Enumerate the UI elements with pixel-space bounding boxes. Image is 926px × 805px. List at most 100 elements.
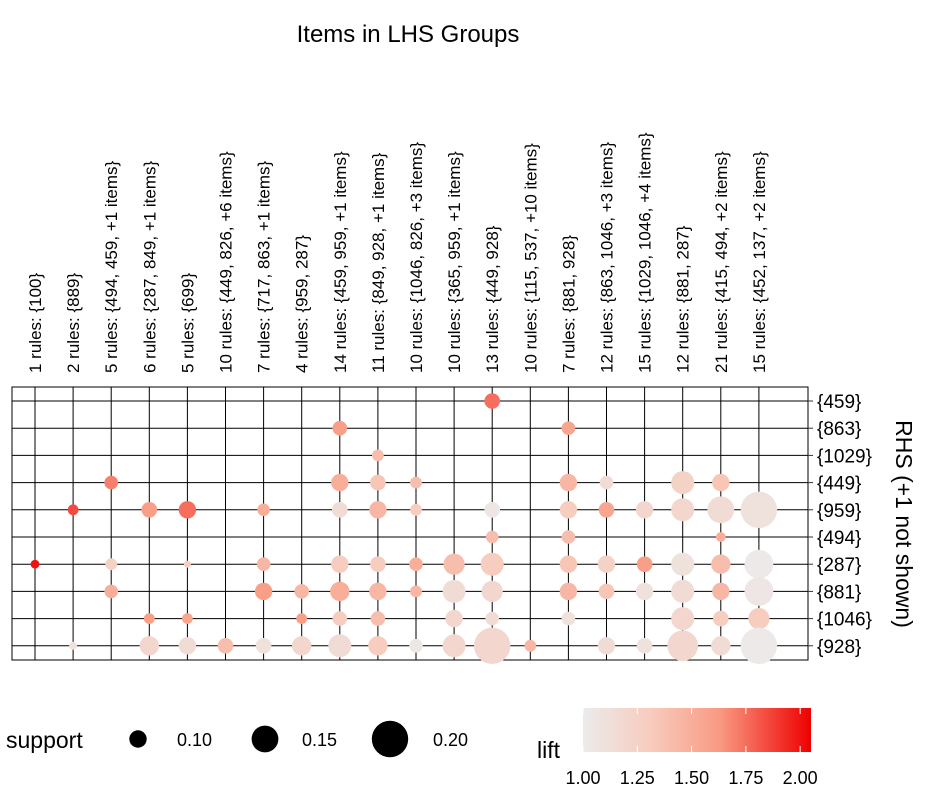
rule-point — [254, 582, 273, 601]
rule-point — [178, 501, 197, 519]
rule-point — [410, 503, 422, 516]
rule-point — [748, 608, 770, 630]
rule-point — [294, 584, 310, 599]
support-legend-title: support — [6, 727, 83, 753]
support-legend-keys: 0.10 0.15 0.20 — [129, 720, 468, 758]
column-label: 10 rules: {115, 537, +10 items} — [521, 143, 540, 373]
rule-point — [744, 577, 774, 606]
rule-point — [559, 501, 578, 519]
rule-point — [485, 530, 499, 544]
rule-point — [442, 634, 466, 658]
row-label: {1029} — [817, 446, 872, 467]
column-label: 21 rules: {415, 494, +2 items} — [712, 151, 731, 373]
rule-point — [671, 579, 695, 603]
lift-tick-label: 1.25 — [620, 768, 655, 788]
rule-point — [442, 579, 466, 603]
rule-point — [257, 503, 270, 517]
rule-point — [369, 582, 387, 601]
column-label: 12 rules: {863, 1046, +3 items} — [598, 142, 617, 373]
rule-point — [368, 636, 388, 656]
lift-tick-label: 1.75 — [728, 768, 763, 788]
rule-point — [409, 557, 423, 571]
row-label: {494} — [817, 528, 861, 549]
rule-point — [635, 501, 654, 519]
column-label: 15 rules: {452, 137, +2 items} — [750, 151, 769, 373]
column-label: 4 rules: {959, 287} — [293, 235, 312, 373]
rule-point — [183, 560, 191, 568]
rule-point — [105, 558, 118, 571]
column-label: 10 rules: {1046, 826, +3 items} — [407, 142, 426, 373]
rule-point — [445, 609, 463, 628]
rule-point — [443, 553, 465, 575]
column-label: 5 rules: {699} — [178, 272, 197, 373]
rule-point — [143, 613, 155, 624]
rule-point — [480, 552, 504, 576]
rule-point — [485, 611, 500, 626]
support-key — [129, 730, 147, 748]
row-label: {459} — [817, 392, 861, 413]
column-labels: 1 rules: {100} 2 rules: {889} 5 rules: {49… — [26, 132, 769, 373]
rule-point — [561, 421, 576, 436]
rule-point — [67, 504, 79, 516]
rule-point — [104, 475, 118, 490]
column-label: 7 rules: {881, 928} — [559, 235, 578, 373]
lift-legend-title: lift — [537, 737, 561, 763]
rule-point — [711, 554, 731, 574]
rule-point — [141, 502, 158, 518]
column-label: 15 rules: {1029, 1046, +4 items} — [636, 132, 655, 373]
lift-legend-ticks: 1.00 1.25 1.50 1.75 2.00 — [565, 708, 818, 788]
rule-point — [372, 449, 384, 462]
rule-point — [598, 502, 615, 518]
rule-point — [332, 502, 348, 518]
support-key-label: 0.10 — [177, 730, 212, 750]
rule-point — [332, 611, 348, 626]
row-labels: {459} {863} {1029} {449} {959} {494} {287} {881… — [817, 392, 872, 658]
rule-point — [715, 532, 726, 542]
rule-point — [559, 473, 578, 492]
rule-point — [292, 636, 312, 656]
rule-point — [711, 636, 731, 656]
rule-point — [331, 473, 349, 492]
chart-title: Items in LHS Groups — [297, 21, 520, 48]
column-label: 10 rules: {449, 826, +6 items} — [217, 151, 236, 373]
row-label: {1046} — [817, 610, 872, 631]
rule-point — [559, 555, 578, 573]
rule-point — [636, 638, 653, 654]
rule-point — [370, 611, 386, 626]
rule-point — [178, 637, 197, 655]
column-label: 12 rules: {881, 287} — [674, 225, 693, 373]
column-label: 2 rules: {889} — [64, 272, 83, 373]
rule-point — [671, 607, 695, 631]
support-key-label: 0.20 — [433, 730, 468, 750]
rule-point — [369, 501, 387, 519]
legend: support 0.10 0.15 0.20 lift 1.00 1.25 1.50 1.… — [6, 708, 818, 788]
rule-point — [182, 613, 193, 624]
row-label: {881} — [817, 582, 861, 603]
rule-point — [69, 641, 78, 650]
rule-point — [332, 420, 348, 436]
rule-point — [561, 611, 576, 626]
row-label: {863} — [817, 419, 861, 440]
rule-point — [331, 555, 349, 573]
row-label: {449} — [817, 474, 861, 495]
rule-point — [636, 556, 653, 572]
rule-point — [707, 496, 735, 524]
rule-point — [597, 555, 616, 573]
rule-point — [524, 639, 537, 652]
plot-border — [11, 386, 809, 661]
column-label: 1 rules: {100} — [26, 272, 45, 373]
rule-point — [104, 584, 118, 599]
rule-point — [712, 582, 730, 601]
row-label: {959} — [817, 501, 861, 522]
rule-point — [598, 583, 615, 600]
column-label: 7 rules: {717, 863, +1 items} — [255, 161, 274, 373]
row-label: {928} — [817, 637, 861, 658]
rule-point — [667, 630, 698, 662]
support-key — [251, 725, 279, 753]
rule-point — [712, 473, 730, 492]
rule-point — [561, 530, 576, 544]
column-label: 11 rules: {849, 928, +1 items} — [369, 152, 388, 373]
rule-point — [597, 637, 616, 655]
rule-point — [740, 491, 778, 528]
